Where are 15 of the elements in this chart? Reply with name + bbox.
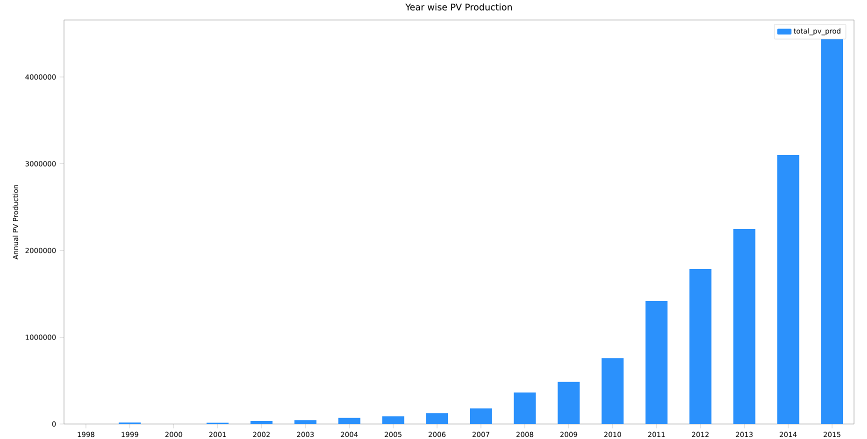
bar [514,392,536,424]
bar [777,154,800,424]
bar [426,413,448,424]
bar [382,416,404,424]
chart-title: Year wise PV Production [405,4,512,10]
bar [602,358,624,424]
bar [733,228,756,424]
bar [689,268,712,424]
bar [646,300,668,424]
bar [558,382,580,424]
bar [294,420,316,424]
bar [338,418,360,424]
bar [821,38,844,424]
bar [250,420,273,424]
bar [470,408,492,424]
